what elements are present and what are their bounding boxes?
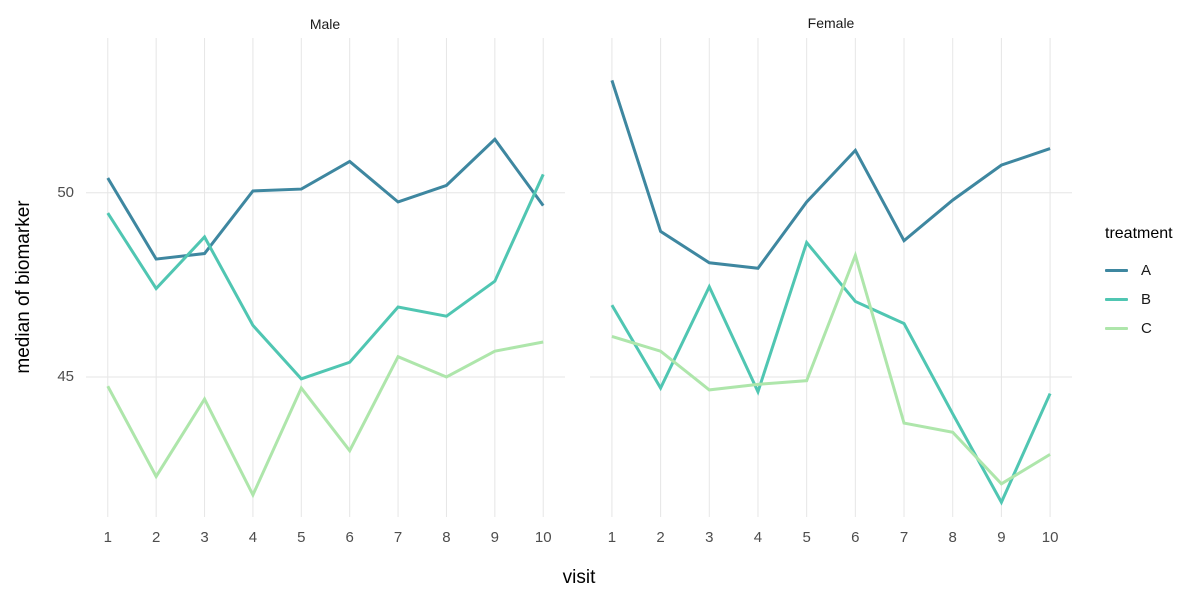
facet-strip-male: Male bbox=[309, 16, 341, 32]
legend-swatch-a bbox=[1105, 268, 1128, 273]
legend-item-a: A bbox=[1105, 256, 1200, 285]
series-line-c-male bbox=[106, 340, 544, 499]
x-tick-label: 5 bbox=[297, 529, 306, 546]
legend-item-b: B bbox=[1105, 285, 1200, 314]
facet-strip-female: Female bbox=[807, 15, 855, 31]
y-tick-label: 45 bbox=[57, 367, 74, 385]
series-line-a-female bbox=[610, 79, 1051, 270]
x-tick-label: 3 bbox=[200, 529, 209, 546]
x-tick-label: 8 bbox=[948, 529, 957, 546]
x-tick-label: 4 bbox=[753, 529, 763, 546]
x-tick-label: 6 bbox=[345, 529, 354, 546]
x-tick-label: 2 bbox=[151, 529, 161, 546]
series-line-b-male bbox=[106, 173, 545, 381]
x-tick-label: 7 bbox=[393, 529, 403, 546]
series-line-c-female bbox=[611, 250, 1051, 486]
series-line-b-female bbox=[610, 239, 1052, 506]
x-tick-label: 9 bbox=[490, 529, 499, 546]
legend: treatment A B C bbox=[1105, 225, 1200, 343]
x-tick-label: 8 bbox=[442, 529, 451, 546]
legend-label-a: A bbox=[1141, 262, 1152, 279]
x-tick-label: 10 bbox=[534, 529, 552, 546]
x-axis-title: visit bbox=[562, 567, 596, 588]
legend-label-c: C bbox=[1141, 320, 1152, 337]
legend-swatch-b bbox=[1105, 297, 1128, 302]
x-tick-label: 4 bbox=[248, 529, 258, 546]
legend-item-c: C bbox=[1105, 314, 1200, 343]
legend-title: treatment bbox=[1105, 225, 1173, 242]
x-tick-label: 9 bbox=[997, 529, 1006, 546]
x-tick-label: 2 bbox=[656, 529, 665, 546]
x-tick-label: 1 bbox=[103, 529, 112, 546]
legend-swatch-c bbox=[1105, 326, 1128, 331]
x-tick-label: 10 bbox=[1041, 529, 1059, 546]
x-tick-label: 7 bbox=[899, 529, 909, 546]
y-axis-title: median of biomarker bbox=[13, 200, 34, 374]
legend-label-b: B bbox=[1141, 291, 1152, 308]
x-tick-label: 5 bbox=[802, 529, 811, 546]
series-line-a-male bbox=[106, 137, 545, 261]
y-tick-label: 50 bbox=[57, 183, 74, 201]
x-tick-label: 3 bbox=[705, 529, 714, 546]
x-tick-label: 1 bbox=[607, 529, 617, 546]
x-tick-label: 6 bbox=[851, 529, 860, 546]
